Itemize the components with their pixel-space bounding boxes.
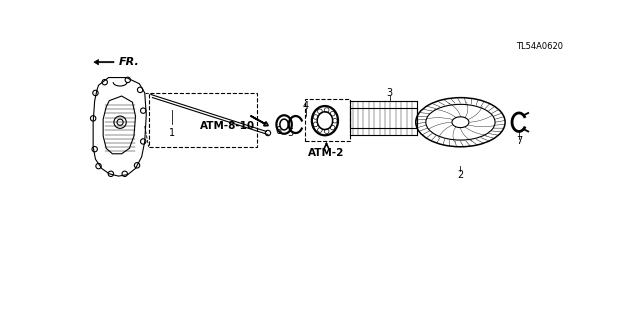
Bar bbox=[305, 99, 349, 141]
Text: ATM-2: ATM-2 bbox=[308, 148, 345, 158]
Text: ATM-8-10: ATM-8-10 bbox=[200, 121, 255, 131]
Text: 4: 4 bbox=[303, 101, 308, 111]
Bar bbox=[148, 93, 257, 147]
Text: 6: 6 bbox=[275, 126, 281, 137]
Text: 5: 5 bbox=[287, 128, 293, 138]
Text: 1: 1 bbox=[170, 128, 175, 137]
Text: 3: 3 bbox=[387, 88, 393, 98]
FancyArrow shape bbox=[94, 59, 114, 65]
Text: 7: 7 bbox=[516, 137, 522, 146]
Bar bbox=[349, 108, 417, 128]
Text: TL54A0620: TL54A0620 bbox=[516, 42, 563, 51]
Text: FR.: FR. bbox=[118, 57, 140, 67]
Text: 2: 2 bbox=[458, 170, 463, 180]
